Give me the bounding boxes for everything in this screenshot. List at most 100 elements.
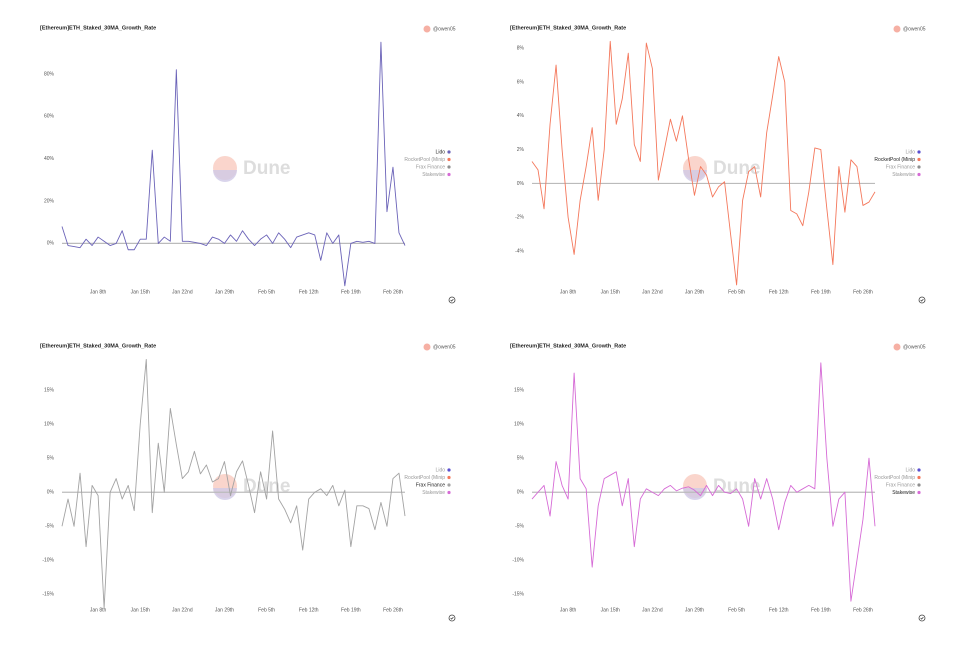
legend-swatch[interactable] [917,483,921,487]
y-tick-label: 20% [44,198,55,204]
legend-label[interactable]: Lido [906,149,916,155]
y-tick-label: 10% [44,421,55,427]
legend-swatch[interactable] [447,483,451,487]
x-tick-label: Jan 22nd [642,289,663,295]
legend-label[interactable]: Stakewise [892,490,915,496]
author-name: @owen05 [903,344,926,350]
x-tick-label: Feb 12th [769,607,789,613]
x-tick-label: Jan 8th [560,289,577,295]
legend-label[interactable]: Lido [436,149,446,155]
x-tick-label: Jan 29th [685,607,704,613]
x-tick-label: Jan 15th [601,607,620,613]
chart-panel: [Ethereum]ETH_Staked_30MA_Growth_Rate @ow… [40,25,456,304]
y-tick-label: -15% [42,592,54,598]
legend-swatch[interactable] [917,157,921,162]
legend-swatch[interactable] [447,165,451,169]
legend-swatch[interactable] [447,475,451,480]
author-avatar [893,343,901,351]
y-tick-label: 80% [44,71,55,77]
chart-panel: [Ethereum]ETH_Staked_30MA_Growth_Rate @ow… [510,343,926,622]
legend-label[interactable]: RocketPool (Minip [404,475,445,481]
x-tick-label: Feb 26th [853,289,873,295]
x-tick-label: Jan 15th [131,289,150,295]
x-tick-label: Feb 5th [258,289,275,295]
x-tick-label: Feb 19th [341,607,361,613]
chart-title: [Ethereum]ETH_Staked_30MA_Growth_Rate [40,25,156,31]
y-tick-label: 5% [517,455,525,461]
author-name: @owen05 [433,344,456,350]
status-icon [448,614,456,622]
y-tick-label: 0% [517,181,525,187]
legend-label[interactable]: Frax Finance [416,164,445,170]
legend-label[interactable]: Stakewise [422,172,445,178]
y-tick-label: 4% [517,113,525,119]
x-tick-label: Feb 5th [728,289,745,295]
watermark: Dune [713,158,761,179]
x-tick-label: Jan 15th [131,607,150,613]
legend-label[interactable]: Stakewise [422,490,445,496]
status-check [450,616,454,620]
author-avatar [893,25,901,33]
legend-swatch[interactable] [447,172,451,177]
x-tick-label: Feb 12th [299,607,319,613]
y-tick-label: 15% [44,387,55,393]
chart-title: [Ethereum]ETH_Staked_30MA_Growth_Rate [510,343,626,349]
legend-swatch[interactable] [447,468,451,472]
x-tick-label: Jan 8th [560,607,577,613]
x-tick-label: Jan 22nd [172,289,193,295]
legend-swatch[interactable] [447,157,451,162]
status-check [450,298,454,302]
y-tick-label: 2% [517,147,525,153]
watermark-logo-half [213,488,237,500]
legend-label[interactable]: RocketPool (Minip [874,157,915,163]
x-tick-label: Jan 29th [215,289,234,295]
chart-title: [Ethereum]ETH_Staked_30MA_Growth_Rate [40,343,156,349]
legend-label[interactable]: Lido [436,467,446,473]
y-tick-label: 6% [517,79,525,85]
chart-title: [Ethereum]ETH_Staked_30MA_Growth_Rate [510,25,626,31]
legend-label[interactable]: Frax Finance [416,482,445,488]
x-tick-label: Feb 19th [811,289,831,295]
x-tick-label: Jan 8th [90,289,107,295]
legend-label[interactable]: Lido [906,467,916,473]
y-tick-label: 10% [514,421,525,427]
x-tick-label: Feb 5th [258,607,275,613]
x-tick-label: Feb 19th [811,607,831,613]
x-tick-label: Feb 12th [769,289,789,295]
y-tick-label: -2% [515,215,524,221]
data-line [531,362,876,602]
status-icon [448,296,456,304]
legend-label[interactable]: Frax Finance [886,164,915,170]
watermark-logo-half [683,488,707,500]
legend-swatch[interactable] [447,150,451,154]
y-tick-label: 0% [517,490,525,496]
y-tick-label: -10% [42,558,54,564]
status-icon [918,296,926,304]
legend-swatch[interactable] [917,475,921,480]
status-icon [918,614,926,622]
legend-label[interactable]: RocketPool (Minip [404,157,445,163]
x-tick-label: Jan 8th [90,607,107,613]
legend-swatch[interactable] [917,172,921,177]
legend-swatch[interactable] [917,490,921,495]
legend-label[interactable]: RocketPool (Minip [874,475,915,481]
legend-swatch[interactable] [917,468,921,472]
watermark-logo-half [213,170,237,182]
watermark: Dune [243,158,291,179]
y-tick-label: -5% [515,524,524,530]
legend-label[interactable]: Frax Finance [886,482,915,488]
author-avatar [423,343,431,351]
author-name: @owen05 [903,26,926,32]
legend-swatch[interactable] [917,150,921,154]
x-tick-label: Jan 29th [215,607,234,613]
legend-label[interactable]: Stakewise [892,172,915,178]
x-tick-label: Feb 26th [853,607,873,613]
author-avatar [423,25,431,33]
y-tick-label: 15% [514,387,525,393]
watermark-logo-half [683,170,707,182]
legend-swatch[interactable] [917,165,921,169]
legend-swatch[interactable] [447,490,451,495]
y-tick-label: -4% [515,248,524,254]
y-tick-label: -5% [45,524,54,530]
